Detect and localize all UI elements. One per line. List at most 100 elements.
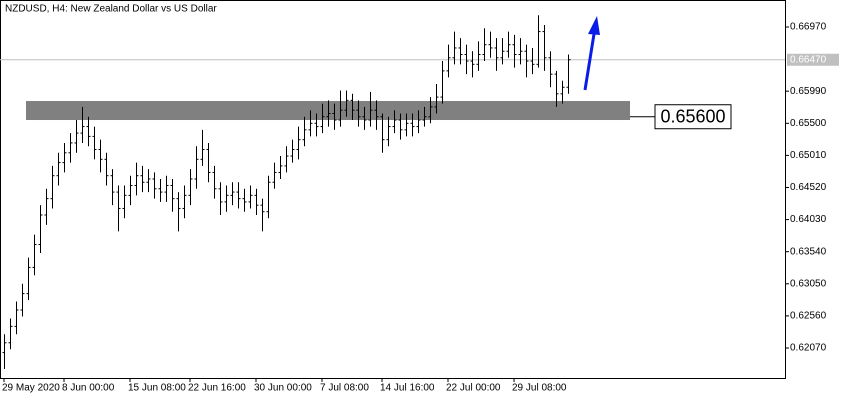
- ohlc-bar: [74, 120, 79, 153]
- y-tick-label: 0.66970: [790, 22, 827, 33]
- ohlc-bar: [86, 116, 91, 147]
- ohlc-bar: [278, 156, 283, 179]
- ohlc-bar: [404, 113, 409, 137]
- ohlc-bar: [536, 15, 541, 68]
- ohlc-bar: [440, 61, 445, 104]
- ohlc-bar: [566, 54, 571, 94]
- ohlc-bar: [350, 93, 355, 121]
- ohlc-bar: [248, 185, 253, 209]
- ohlc-bar: [8, 318, 13, 350]
- y-tick-label: 0.64520: [790, 182, 827, 193]
- x-tick-label: 8 Jun 00:00: [62, 383, 115, 394]
- ohlc-bar: [104, 152, 109, 186]
- y-tick-label: 0.62560: [790, 311, 827, 322]
- ohlc-bar: [476, 41, 481, 71]
- ohlc-bar: [518, 38, 523, 65]
- ohlc-bar: [146, 169, 151, 193]
- ohlc-bar: [524, 44, 529, 78]
- ohlc-bar: [50, 165, 55, 209]
- ohlc-bar: [392, 110, 397, 134]
- x-tick-label: 14 Jul 16:00: [380, 383, 435, 394]
- ohlc-bar: [500, 38, 505, 65]
- current-price-label: 0.66470: [790, 54, 827, 65]
- ohlc-bar: [296, 126, 301, 160]
- ohlc-bar: [344, 90, 349, 117]
- current-price-box: [787, 53, 839, 66]
- ohlc-bar: [494, 38, 499, 71]
- ohlc-bar: [326, 100, 331, 127]
- ohlc-bar: [422, 106, 427, 127]
- ohlc-bar: [20, 283, 25, 317]
- y-tick-label: 0.65990: [790, 86, 827, 97]
- ohlc-bar: [338, 90, 343, 127]
- x-tick-label: 22 Jun 16:00: [188, 383, 246, 394]
- ohlc-bar: [170, 178, 175, 212]
- ohlc-bar: [44, 188, 49, 225]
- ohlc-bar: [488, 31, 493, 58]
- ohlc-bar: [458, 38, 463, 65]
- ohlc-bar: [212, 165, 217, 199]
- ohlc-bar: [506, 31, 511, 58]
- ohlc-bar: [194, 146, 199, 189]
- ohlc-bar: [200, 129, 205, 166]
- chart-title: NZDUSD, H4: New Zealand Dollar vs US Dol…: [5, 4, 217, 15]
- ohlc-bar: [224, 185, 229, 212]
- ohlc-bar: [128, 175, 133, 206]
- x-tick-label: 7 Jul 08:00: [320, 383, 369, 394]
- ohlc-bar: [380, 113, 385, 153]
- ohlc-bar: [332, 103, 337, 130]
- ohlc-bar: [122, 185, 127, 219]
- ohlc-bar: [62, 142, 67, 173]
- y-tick-label: 0.65500: [790, 118, 827, 129]
- ohlc-bar: [452, 31, 457, 65]
- ohlc-bar: [314, 113, 319, 137]
- ohlc-bar: [368, 91, 373, 127]
- ohlc-bar: [116, 185, 121, 232]
- ohlc-bar: [320, 103, 325, 134]
- ohlc-bar: [548, 51, 553, 88]
- ohlc-bar: [356, 100, 361, 127]
- ohlc-bar: [230, 182, 235, 206]
- ohlc-bar: [284, 146, 289, 173]
- ohlc-bar: [134, 162, 139, 196]
- ohlc-bar: [242, 188, 247, 212]
- ohlc-bar: [140, 165, 145, 193]
- ohlc-bar: [446, 44, 451, 78]
- ohlc-bar: [188, 169, 193, 206]
- ohlc-bar: [254, 188, 259, 216]
- ohlc-bar: [260, 198, 265, 232]
- y-tick-label: 0.63540: [790, 246, 827, 257]
- ohlc-bar: [32, 234, 37, 276]
- ohlc-bar: [308, 110, 313, 137]
- ohlc-bar: [164, 175, 169, 202]
- ohlc-bar: [158, 178, 163, 202]
- ohlc-bar: [542, 25, 547, 71]
- y-tick-label: 0.63050: [790, 278, 827, 289]
- ohlc-bar: [374, 100, 379, 130]
- ohlc-bar: [554, 70, 559, 107]
- ohlc-bar: [416, 110, 421, 134]
- ohlc-bar: [290, 139, 295, 163]
- ohlc-bar: [98, 139, 103, 173]
- zone-level-box: [654, 104, 732, 130]
- ohlc-bar: [386, 116, 391, 147]
- x-tick-label: 22 Jul 00:00: [446, 383, 501, 394]
- ohlc-bar: [410, 113, 415, 137]
- ohlc-bar: [272, 162, 277, 189]
- ohlc-bar: [398, 113, 403, 140]
- trend-arrow-head: [588, 16, 600, 35]
- ohlc-bar: [38, 205, 43, 254]
- ohlc-bar: [530, 47, 535, 75]
- trend-arrow-shaft: [583, 33, 596, 91]
- ohlc-bar: [512, 34, 517, 68]
- ohlc-bar: [182, 185, 187, 219]
- ohlc-bar: [56, 152, 61, 186]
- ohlc-bar: [26, 257, 31, 301]
- ohlc-bar: [482, 28, 487, 62]
- ohlc-bar: [92, 126, 97, 160]
- ohlc-bar: [302, 116, 307, 147]
- x-tick-label: 29 Jul 08:00: [512, 383, 567, 394]
- ohlc-bar: [14, 301, 19, 335]
